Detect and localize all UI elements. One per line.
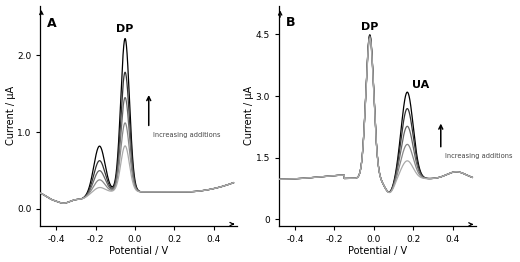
Text: Increasing additions: Increasing additions [445, 153, 512, 159]
Text: A: A [47, 17, 57, 30]
Y-axis label: Current / μA: Current / μA [244, 86, 254, 145]
Text: DP: DP [361, 22, 379, 32]
Y-axis label: Current / μA: Current / μA [6, 86, 16, 145]
Text: UA: UA [412, 80, 430, 90]
X-axis label: Potential / V: Potential / V [348, 247, 407, 256]
Text: B: B [286, 16, 295, 29]
Text: Increasing additions: Increasing additions [153, 132, 220, 138]
X-axis label: Potential / V: Potential / V [109, 247, 168, 256]
Text: DP: DP [116, 24, 134, 34]
